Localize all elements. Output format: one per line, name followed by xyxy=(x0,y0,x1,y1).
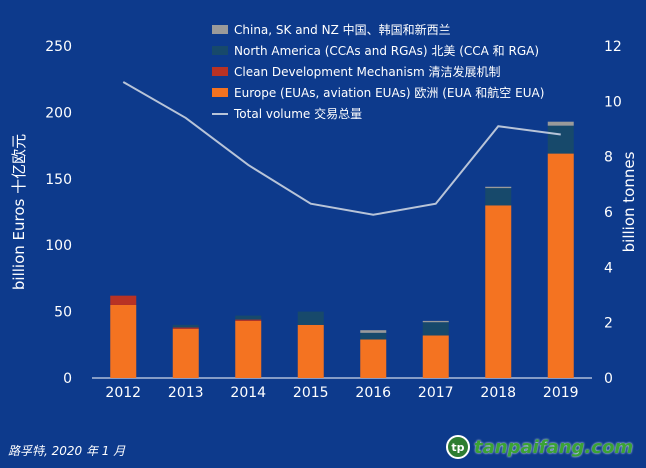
legend-label: China, SK and NZ 中国、韩国和新西兰 xyxy=(234,22,451,37)
source-note: 路孚特, 2020 年 1 月 xyxy=(8,444,126,458)
total-volume-line xyxy=(122,81,561,216)
bar-segment xyxy=(172,328,199,378)
bar-segment xyxy=(547,153,574,378)
bar-segment xyxy=(110,295,137,305)
bar-segment xyxy=(360,330,387,333)
y-tick-label: 150 xyxy=(45,172,72,188)
bar-segment xyxy=(485,186,512,189)
y2-tick-label: 6 xyxy=(604,205,613,221)
bar-segment xyxy=(172,327,199,329)
y2-tick-label: 2 xyxy=(604,316,613,332)
bar-segment xyxy=(547,125,574,154)
bar-segment xyxy=(360,339,387,378)
y-tick-label: 0 xyxy=(63,371,72,387)
legend-swatch xyxy=(212,46,228,55)
legend-label: Clean Development Mechanism 清洁发展机制 xyxy=(234,64,500,79)
bar-segment xyxy=(485,188,512,206)
x-tick-label: 2013 xyxy=(168,385,204,401)
bar-segment xyxy=(235,320,262,378)
y2-tick-label: 10 xyxy=(604,94,622,110)
x-tick-label: 2014 xyxy=(230,385,266,401)
bar-segment xyxy=(360,332,387,340)
y2-tick-label: 0 xyxy=(604,371,613,387)
y-tick-label: 50 xyxy=(54,305,72,321)
x-tick-label: 2017 xyxy=(418,385,454,401)
bar-segment xyxy=(422,335,449,378)
bar-segment xyxy=(172,324,199,328)
logo-text: tanpaifang.com xyxy=(474,436,634,458)
bar-segment xyxy=(547,121,574,126)
bar-segment xyxy=(485,205,512,378)
y2-tick-label: 8 xyxy=(604,150,613,166)
x-tick-label: 2018 xyxy=(480,385,516,401)
bar-segment xyxy=(235,319,262,321)
bar-segment xyxy=(110,304,137,378)
legend-label: Total volume 交易总量 xyxy=(233,106,362,121)
x-tick-label: 2015 xyxy=(293,385,329,401)
x-tick-label: 2019 xyxy=(543,385,579,401)
y2-axis-title: billion tonnes xyxy=(620,151,638,252)
legend-swatch xyxy=(212,88,228,97)
bar-segment xyxy=(297,324,324,378)
y2-tick-label: 12 xyxy=(604,39,622,55)
bar-segment xyxy=(422,322,449,336)
y-axis-title: billion Euros 十亿欧元 xyxy=(10,134,28,290)
bar-segment xyxy=(297,311,324,325)
y-tick-label: 100 xyxy=(45,238,72,254)
legend-swatch xyxy=(212,67,228,76)
y-tick-label: 250 xyxy=(45,39,72,55)
bar-segment xyxy=(422,320,449,323)
legend-label: North America (CCAs and RGAs) 北美 (CCA 和 … xyxy=(234,44,539,58)
logo-icon: tp xyxy=(446,435,470,459)
site-logo[interactable]: tp tanpaifang.com xyxy=(446,432,640,462)
legend-swatch xyxy=(212,25,228,34)
x-tick-label: 2012 xyxy=(105,385,141,401)
bar-segment xyxy=(235,315,262,320)
y2-tick-label: 4 xyxy=(604,260,613,276)
y-tick-label: 200 xyxy=(45,105,72,121)
x-tick-label: 2016 xyxy=(355,385,391,401)
legend-label: Europe (EUAs, aviation EUAs) 欧洲 (EUA 和航空… xyxy=(234,85,544,100)
